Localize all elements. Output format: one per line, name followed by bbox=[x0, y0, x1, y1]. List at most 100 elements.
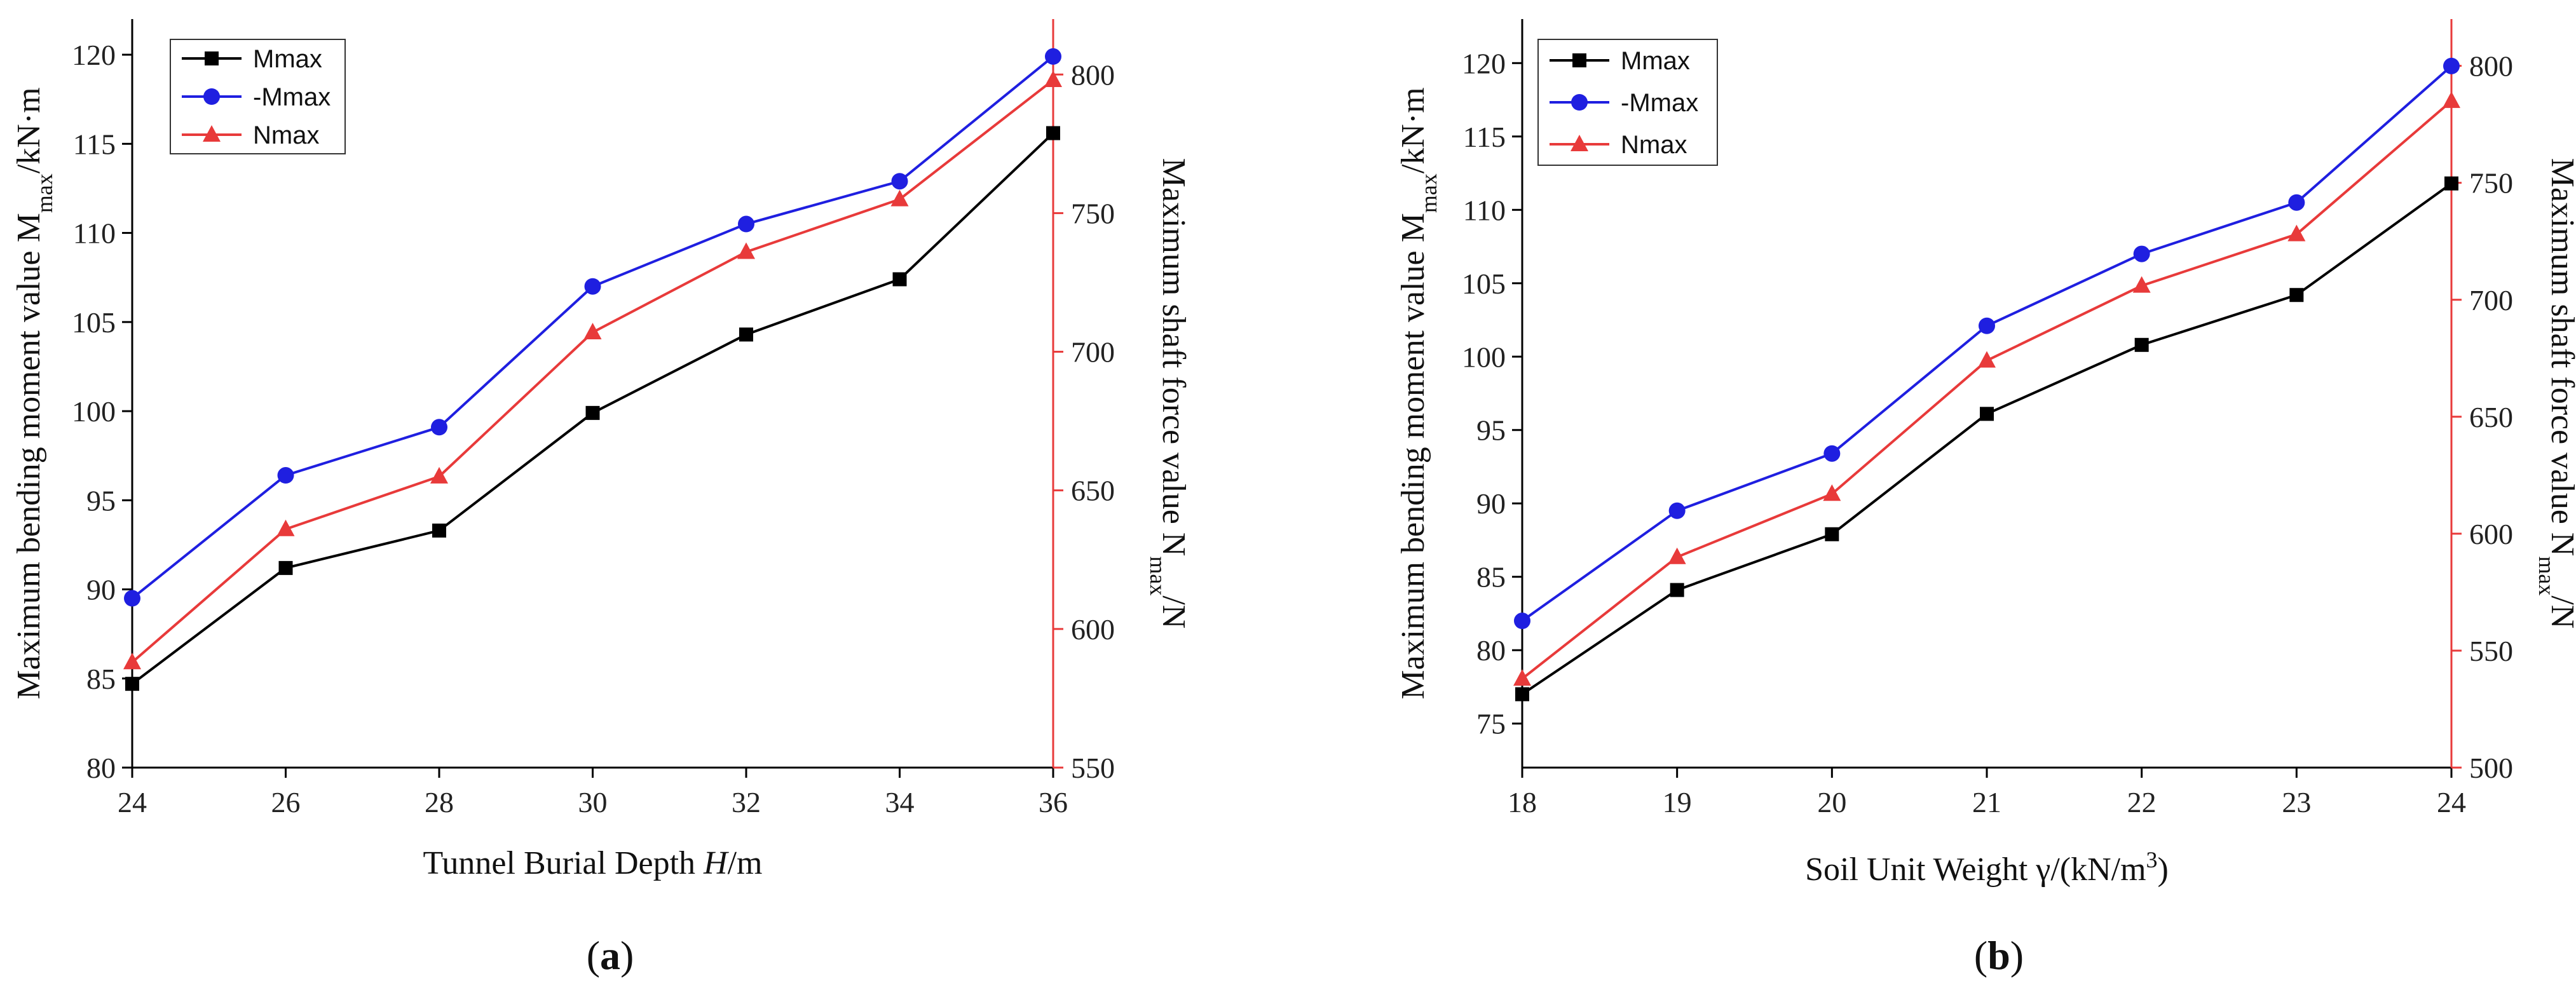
right-y-axis-title: Maximum shaft force value Nmax/N bbox=[2534, 158, 2576, 629]
panel-label: (b) bbox=[1974, 933, 2024, 978]
data-point-mmax bbox=[1825, 527, 1839, 541]
data-point-neg-mmax bbox=[1668, 502, 1686, 519]
data-point-nmax bbox=[123, 653, 141, 670]
left-y-tick-label: 115 bbox=[73, 128, 116, 160]
data-point-nmax bbox=[2287, 224, 2306, 241]
chart-panel-b: 18 19 20 21 22 23 24 75 80 85 90 95 100 105 110 115 120 5… bbox=[1395, 19, 2576, 978]
data-point-mmax bbox=[432, 523, 446, 538]
data-point-mmax bbox=[125, 677, 139, 691]
x-tick-label: 36 bbox=[1039, 786, 1068, 818]
chart-panel-a: 24 26 28 30 32 34 36 80 85 90 95 100 105 110 115 120 550… bbox=[11, 19, 1192, 978]
data-point-neg-mmax bbox=[431, 419, 447, 436]
right-y-tick-label: 750 bbox=[2469, 167, 2513, 200]
data-point-neg-mmax bbox=[1979, 317, 1995, 334]
left-y-tick-label: 75 bbox=[1476, 708, 1506, 740]
data-point-nmax bbox=[2443, 91, 2460, 108]
right-y-tick-label: 800 bbox=[2469, 50, 2513, 83]
x-tick-label: 21 bbox=[1972, 786, 2001, 818]
right-y-tick-label: 550 bbox=[2469, 635, 2513, 667]
x-tick-label: 24 bbox=[2437, 786, 2466, 818]
data-point-mmax bbox=[1980, 407, 1994, 421]
data-point-mmax bbox=[892, 272, 907, 287]
data-point-mmax bbox=[2134, 337, 2149, 352]
legend-marker bbox=[1571, 94, 1588, 111]
data-point-mmax bbox=[739, 327, 753, 342]
left-y-tick-label: 110 bbox=[1463, 194, 1506, 226]
left-y-tick-label: 95 bbox=[1476, 414, 1506, 447]
data-point-mmax bbox=[1046, 126, 1060, 140]
series-line-mmax bbox=[1521, 182, 2453, 696]
data-point-nmax bbox=[276, 519, 295, 536]
legend-label: -Mmax bbox=[253, 83, 331, 111]
x-tick-label: 23 bbox=[2282, 786, 2311, 818]
left-y-tick-label: 115 bbox=[1463, 121, 1506, 153]
left-y-tick-label: 120 bbox=[1462, 47, 1506, 79]
left-y-axis-title: Maximum bending moment value Mmax/kN·m bbox=[11, 87, 57, 699]
x-tick-label: 30 bbox=[578, 786, 608, 818]
data-point-nmax bbox=[1823, 484, 1841, 501]
left-y-tick-label: 80 bbox=[1476, 634, 1506, 667]
right-y-tick-label: 600 bbox=[1071, 613, 1115, 646]
x-tick-label: 28 bbox=[425, 786, 454, 818]
x-axis-title: Soil Unit Weight γ/(kN/m3) bbox=[1805, 847, 2169, 888]
legend-label: Nmax bbox=[253, 121, 319, 149]
x-tick-label: 32 bbox=[732, 786, 761, 818]
legend-marker bbox=[205, 51, 219, 65]
left-y-tick-label: 120 bbox=[72, 39, 116, 71]
left-y-tick-label: 95 bbox=[86, 484, 116, 517]
data-point-neg-mmax bbox=[1823, 445, 1841, 462]
right-y-axis-title: Maximum shaft force value Nmax/N bbox=[1145, 158, 1192, 629]
data-point-mmax bbox=[1515, 687, 1529, 702]
right-y-tick-label: 650 bbox=[2469, 401, 2513, 433]
legend-label: Nmax bbox=[1621, 131, 1687, 159]
left-y-tick-label: 90 bbox=[1476, 487, 1506, 520]
data-point-mmax bbox=[278, 560, 293, 575]
right-y-tick-label: 700 bbox=[1071, 336, 1115, 369]
data-point-nmax bbox=[1978, 351, 1996, 368]
x-axis-title: Tunnel Burial Depth H/m bbox=[423, 845, 763, 881]
data-point-neg-mmax bbox=[2288, 194, 2305, 211]
data-point-neg-mmax bbox=[738, 215, 754, 233]
legend-label: Mmax bbox=[1621, 47, 1690, 75]
data-point-neg-mmax bbox=[2133, 245, 2150, 262]
data-point-mmax bbox=[2444, 176, 2458, 191]
data-point-nmax bbox=[1668, 547, 1686, 564]
right-y-tick-label: 500 bbox=[2469, 752, 2513, 784]
right-y-tick-label: 550 bbox=[1071, 752, 1115, 784]
data-point-mmax bbox=[2289, 288, 2304, 302]
right-y-tick-label: 600 bbox=[2469, 518, 2513, 550]
x-tick-label: 26 bbox=[271, 786, 301, 818]
right-y-tick-label: 700 bbox=[2469, 284, 2513, 316]
legend: Mmax -Mmax Nmax bbox=[1537, 39, 1718, 166]
panel-label: (a) bbox=[587, 933, 634, 978]
data-point-nmax bbox=[1513, 669, 1531, 686]
left-y-tick-label: 105 bbox=[1462, 268, 1506, 300]
data-point-neg-mmax bbox=[891, 173, 908, 190]
left-y-tick-label: 80 bbox=[86, 752, 116, 784]
left-y-tick-label: 100 bbox=[72, 395, 116, 428]
left-y-tick-label: 110 bbox=[73, 217, 116, 250]
left-y-tick-label: 85 bbox=[86, 663, 116, 695]
legend-marker bbox=[203, 125, 221, 142]
x-tick-label: 22 bbox=[2127, 786, 2157, 818]
left-y-tick-label: 90 bbox=[86, 574, 116, 606]
left-y-tick-label: 100 bbox=[1462, 341, 1506, 373]
data-point-nmax bbox=[583, 323, 602, 340]
right-y-tick-label: 800 bbox=[1071, 58, 1115, 91]
right-y-tick-label: 650 bbox=[1071, 475, 1115, 507]
data-point-mmax bbox=[1670, 583, 1684, 597]
data-point-neg-mmax bbox=[277, 467, 294, 484]
legend-label: -Mmax bbox=[1621, 89, 1698, 117]
legend-marker bbox=[1572, 53, 1586, 67]
left-y-tick-label: 105 bbox=[72, 306, 116, 339]
data-point-neg-mmax bbox=[2443, 57, 2460, 74]
legend-marker bbox=[1571, 135, 1588, 151]
data-point-nmax bbox=[430, 466, 448, 484]
x-tick-label: 18 bbox=[1508, 786, 1537, 818]
data-point-nmax bbox=[1044, 70, 1062, 87]
data-point-mmax bbox=[585, 405, 600, 420]
legend-marker bbox=[203, 88, 220, 105]
x-tick-label: 34 bbox=[885, 786, 915, 818]
data-point-nmax bbox=[890, 189, 909, 207]
